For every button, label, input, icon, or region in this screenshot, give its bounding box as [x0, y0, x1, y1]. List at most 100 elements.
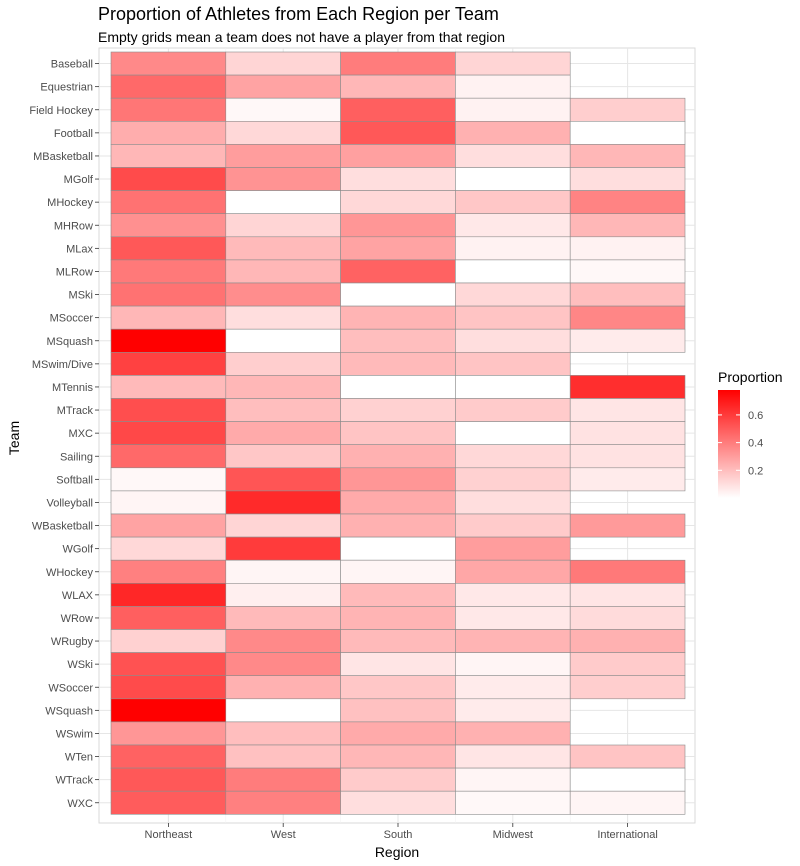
heatmap-cell-mswim-dive-west [225, 351, 341, 376]
heatmap-cell-wgolf-midwest [455, 536, 571, 561]
heatmap-cell-mtennis-midwest [455, 375, 571, 399]
heatmap-cell-mtrack-northeast [110, 398, 227, 422]
heatmap-cell-baseball-west [225, 51, 341, 76]
heatmap-cell-sailing-south [340, 444, 456, 469]
heatmap-cell-wbasketball-international [569, 513, 686, 538]
x-tick-label: South [384, 829, 413, 841]
heatmap-cell-softball-international [569, 467, 686, 492]
heatmap-cell-mski-west [225, 282, 341, 307]
heatmap-cell-mbasketball-south [340, 144, 456, 168]
heatmap-cell-mswim-dive-northeast [110, 351, 227, 376]
y-tick-label: WRow [61, 613, 93, 625]
heatmap-cell-mhrow-midwest [455, 213, 571, 238]
heatmap-cell-mlrow-international [569, 259, 686, 284]
y-tick-label: WSwim [56, 728, 93, 740]
heatmap-cell-wlax-international [569, 582, 686, 607]
x-axis-title: Region [375, 844, 419, 860]
heatmap-cell-wski-midwest [455, 652, 571, 676]
heatmap-cell-wski-west [225, 652, 341, 676]
heatmap-cell-wrugby-midwest [455, 629, 571, 653]
y-tick-label: MSoccer [50, 313, 94, 325]
heatmap-cell-wgolf-south [340, 536, 456, 561]
heatmap-cell-wsquash-west [225, 698, 341, 723]
heatmap-cell-wtrack-west [225, 767, 341, 792]
heatmap-cell-mlrow-midwest [455, 259, 571, 284]
heatmap-cell-mtrack-midwest [455, 398, 571, 422]
heatmap-cell-softball-midwest [455, 467, 571, 492]
heatmap-cell-wrow-northeast [110, 606, 227, 630]
heatmap-cell-football-midwest [455, 121, 571, 145]
legend-tick-label: 0.2 [748, 465, 763, 477]
y-tick-label: MLax [66, 243, 93, 255]
heatmap-cell-sailing-midwest [455, 444, 571, 469]
y-tick-label: MHRow [54, 220, 93, 232]
heatmap-cell-whockey-west [225, 559, 341, 584]
heatmap-cell-mxc-south [340, 421, 456, 446]
heatmap-cell-field-hockey-south [340, 97, 456, 122]
heatmap-cell-volleyball-midwest [455, 490, 571, 515]
y-tick-label: WLAX [62, 590, 94, 602]
heatmap-cell-wtrack-midwest [455, 767, 571, 792]
y-tick-label: WTrack [56, 775, 94, 787]
heatmap-cell-wxc-south [340, 790, 456, 815]
heatmap-cell-wrow-west [225, 606, 341, 630]
heatmap-cell-football-northeast [110, 121, 227, 145]
heatmap-cell-mski-midwest [455, 282, 571, 307]
y-tick-label: WBasketball [32, 521, 93, 533]
legend-tick-label: 0.4 [748, 438, 763, 450]
chart-title: Proportion of Athletes from Each Region … [98, 4, 499, 24]
heatmap-cell-softball-south [340, 467, 456, 492]
y-tick-label: MTrack [57, 405, 94, 417]
heatmap-cell-sailing-west [225, 444, 341, 469]
heatmap-cell-field-hockey-west [225, 97, 341, 122]
heatmap-cell-mlrow-northeast [110, 259, 227, 284]
heatmap-cell-wrugby-south [340, 629, 456, 653]
heatmap-cell-msquash-south [340, 328, 456, 353]
heatmap-cell-sailing-international [569, 444, 686, 469]
heatmap-cell-baseball-midwest [455, 51, 571, 76]
legend-title: Proportion [718, 369, 783, 385]
heatmap-cell-mswim-dive-south [340, 351, 456, 376]
y-tick-label: Football [54, 128, 93, 140]
heatmap-cell-mtrack-west [225, 398, 341, 422]
heatmap-cell-mbasketball-midwest [455, 144, 571, 168]
x-tick-label: West [271, 829, 296, 841]
y-tick-label: MTennis [52, 382, 93, 394]
heatmap-cell-wrugby-northeast [110, 629, 227, 653]
heatmap-cell-mhockey-international [569, 190, 686, 215]
heatmap-cell-wtrack-northeast [110, 767, 227, 792]
heatmap-cell-mtrack-south [340, 398, 456, 422]
heatmap-cell-wrow-international [569, 606, 686, 630]
y-tick-label: MSwim/Dive [32, 359, 93, 371]
heatmap-cell-whockey-international [569, 559, 686, 584]
heatmap-cell-msquash-international [569, 328, 686, 353]
heatmap-cell-mhrow-international [569, 213, 686, 238]
heatmap-cell-wlax-south [340, 582, 456, 607]
y-tick-label: MSki [69, 290, 93, 302]
heatmap-cell-mhockey-midwest [455, 190, 571, 215]
heatmap-cell-msquash-midwest [455, 328, 571, 353]
heatmap-cell-softball-northeast [110, 467, 227, 492]
heatmap-cell-volleyball-northeast [110, 490, 227, 515]
heatmap-cell-mlrow-south [340, 259, 456, 284]
heatmap-cell-equestrian-south [340, 74, 456, 99]
heatmap-cell-wbasketball-midwest [455, 513, 571, 538]
heatmap-cell-wten-west [225, 744, 341, 769]
heatmap-cell-wrow-midwest [455, 606, 571, 630]
heatmap-cells [110, 51, 686, 815]
heatmap-cell-volleyball-south [340, 490, 456, 515]
heatmap-cell-mhockey-west [225, 190, 341, 215]
heatmap-cell-mtennis-international [569, 375, 686, 399]
heatmap-cell-wlax-northeast [110, 582, 227, 607]
y-tick-label: Softball [56, 474, 93, 486]
heatmap-cell-mgolf-midwest [455, 167, 571, 191]
y-tick-label: WSoccer [48, 682, 93, 694]
heatmap-cell-mxc-west [225, 421, 341, 446]
heatmap-cell-mtennis-south [340, 375, 456, 399]
heatmap-cell-wswim-midwest [455, 721, 571, 746]
heatmap-cell-wbasketball-west [225, 513, 341, 538]
heatmap-cell-softball-west [225, 467, 341, 492]
heatmap-cell-mski-northeast [110, 282, 227, 307]
heatmap-cell-wrugby-west [225, 629, 341, 653]
heatmap-cell-wxc-west [225, 790, 341, 815]
